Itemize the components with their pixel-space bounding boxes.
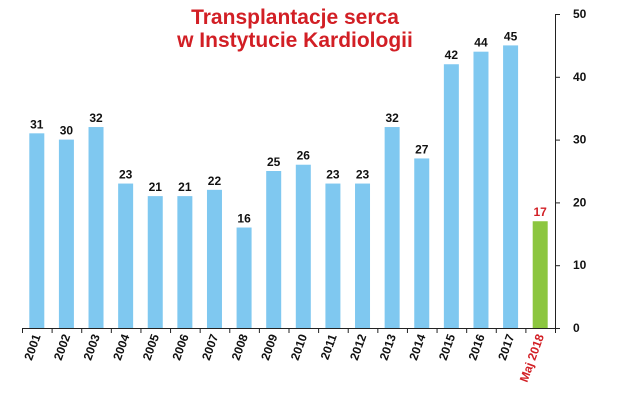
data-label: 42	[445, 48, 459, 62]
bar	[29, 133, 45, 328]
bar	[355, 183, 371, 328]
chart-title: Transplantacje serca	[191, 6, 399, 29]
bar	[266, 171, 282, 328]
bar	[58, 139, 74, 328]
category-label: 2017	[495, 332, 517, 362]
category-label: 2011	[318, 332, 340, 362]
bar	[532, 221, 548, 328]
data-label: 23	[326, 168, 340, 182]
bar	[295, 164, 311, 328]
bar	[473, 51, 489, 329]
category-label: 2014	[406, 332, 428, 362]
y-tick-label: 20	[573, 195, 587, 209]
data-label: 21	[178, 180, 192, 194]
bar	[147, 196, 163, 328]
bar	[443, 64, 459, 329]
bar	[118, 183, 134, 328]
category-label: 2009	[258, 332, 280, 362]
data-label: 25	[267, 155, 281, 169]
category-label: 2016	[466, 332, 488, 362]
y-tick-label: 50	[573, 7, 587, 21]
data-label: 31	[30, 117, 44, 131]
data-label: 30	[60, 124, 74, 138]
y-tick-label: 30	[573, 133, 587, 147]
data-label: 23	[356, 168, 370, 182]
bar	[503, 45, 519, 329]
category-label: 2007	[199, 332, 221, 362]
bar	[325, 183, 341, 328]
data-label: 32	[385, 111, 399, 125]
data-label: 21	[149, 180, 163, 194]
category-label: 2010	[288, 332, 310, 362]
bar	[414, 158, 430, 328]
category-label: 2008	[229, 332, 251, 362]
data-label: 32	[89, 111, 103, 125]
category-label: 2003	[81, 332, 103, 362]
data-label: 26	[297, 149, 311, 163]
data-label: 17	[534, 205, 548, 219]
y-tick-label: 0	[573, 321, 580, 335]
data-label: 22	[208, 174, 222, 188]
bar	[177, 196, 193, 328]
category-label: 2013	[377, 332, 399, 362]
data-label: 27	[415, 142, 429, 156]
category-label: 2002	[51, 332, 73, 362]
bar	[206, 189, 222, 328]
y-tick-label: 10	[573, 258, 587, 272]
category-label: 2012	[347, 332, 369, 362]
category-label: 2005	[140, 332, 162, 362]
data-label: 45	[504, 29, 518, 43]
category-label: 2015	[436, 332, 458, 362]
y-tick-label: 40	[573, 70, 587, 84]
bar	[384, 127, 400, 328]
chart-subtitle: w Instytucie Kardiologii	[177, 29, 413, 52]
bar	[88, 127, 104, 328]
data-label: 44	[474, 36, 488, 50]
category-label: Maj 2018	[517, 332, 547, 384]
bar	[236, 227, 252, 328]
data-label: 16	[237, 212, 251, 226]
category-label: 2004	[110, 332, 132, 362]
category-label: 2006	[169, 332, 191, 362]
category-label: 2001	[21, 332, 43, 362]
data-label: 23	[119, 168, 133, 182]
